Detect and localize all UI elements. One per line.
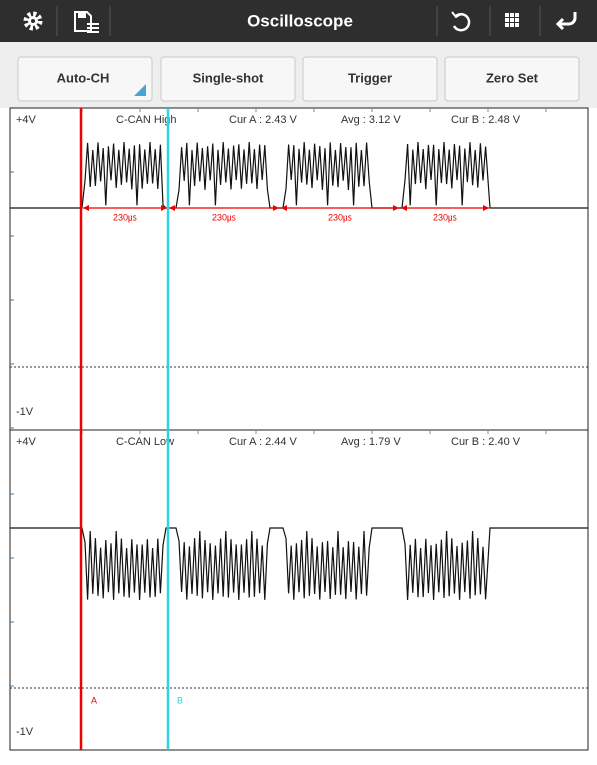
settings-icon[interactable]: [23, 11, 43, 31]
scale-bottom-label: -1V: [16, 406, 34, 418]
button[interactable]: [302, 56, 438, 102]
app-title: Oscilloscope: [247, 11, 353, 30]
back-icon[interactable]: [555, 12, 577, 31]
interval-label: 230㎲: [328, 212, 352, 223]
waveform-low: [10, 527, 588, 601]
refresh-icon[interactable]: [451, 11, 471, 32]
channel-name: C-CAN Low: [116, 436, 174, 448]
interval-label: 230㎲: [433, 212, 457, 223]
average-value: Avg : 1.79 V: [341, 436, 401, 448]
cursor-a-value: Cur A : 2.44 V: [229, 436, 298, 448]
plot-area: [9, 107, 589, 751]
cursor-b-value: Cur B : 2.40 V: [451, 436, 521, 448]
interval-label: 230㎲: [113, 212, 137, 223]
toolbar: [0, 0, 597, 42]
average-value: Avg : 3.12 V: [341, 114, 401, 126]
scale-bottom-label: -1V: [16, 726, 34, 738]
button[interactable]: [444, 56, 580, 102]
button-label[interactable]: Trigger: [348, 70, 392, 85]
button-label[interactable]: Zero Set: [486, 70, 539, 85]
channel-name: C-CAN High: [116, 114, 177, 126]
cursor-a-value: Cur A : 2.43 V: [229, 114, 298, 126]
grid-icon[interactable]: [505, 13, 519, 27]
interval-label: 230㎲: [212, 212, 236, 223]
cursor-b-label: B: [177, 695, 183, 705]
dropdown-indicator: [134, 84, 146, 96]
button-label[interactable]: Auto-CH: [57, 70, 110, 85]
toolbar-separators: [56, 6, 541, 36]
scale-top-label: +4V: [16, 114, 37, 126]
button-label[interactable]: Single-shot: [193, 70, 264, 85]
button[interactable]: [160, 56, 296, 102]
cursor-b-value: Cur B : 2.48 V: [451, 114, 521, 126]
scale-top-label: +4V: [16, 436, 37, 448]
button[interactable]: [17, 56, 153, 102]
cursor-a-label: A: [91, 695, 97, 705]
save-icon[interactable]: [74, 11, 99, 33]
